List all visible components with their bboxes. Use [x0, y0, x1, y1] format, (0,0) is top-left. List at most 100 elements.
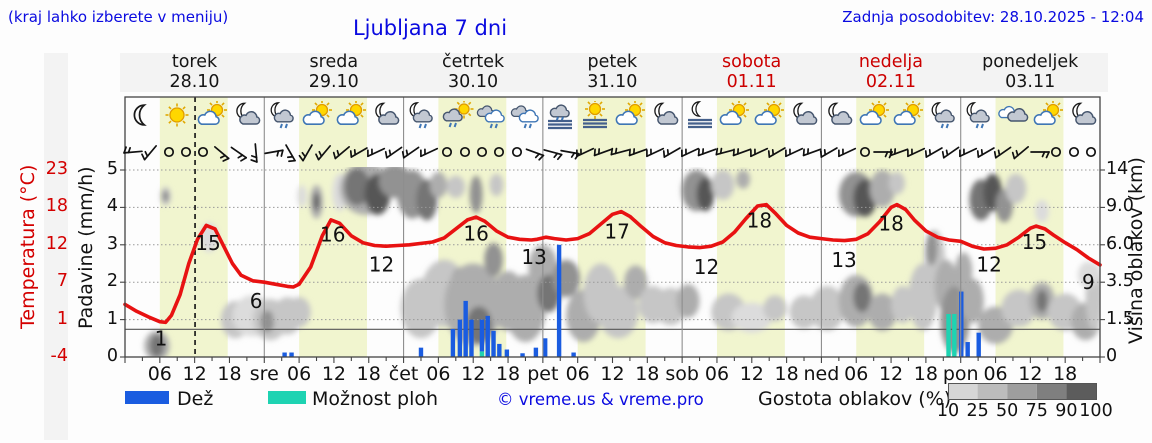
hour-label: 18	[913, 363, 938, 385]
calm-wind-icon	[192, 139, 214, 161]
density-tick-label: 75	[1025, 401, 1048, 421]
wind-barb-icon	[680, 139, 702, 161]
weather-sun-icon	[159, 101, 195, 131]
wind-barb-icon	[541, 139, 563, 161]
day-name: četrtek	[441, 52, 505, 72]
location-menu-hint: (kraj lahko izberete v meniju)	[8, 8, 229, 26]
showers-legend-label: Možnost ploh	[312, 388, 439, 410]
hour-label: 06	[147, 363, 172, 385]
hour-label: 06	[844, 363, 869, 385]
rain-bar	[520, 353, 525, 357]
temperature-value-label: 16	[463, 222, 488, 246]
rain-bar	[418, 347, 424, 357]
weather-cloud-rain-icon	[473, 101, 509, 131]
calm-wind-icon	[488, 139, 510, 161]
cloud-height-tick-label: 0	[1106, 346, 1118, 366]
copyright-link[interactable]: © vreme.us & vreme.pro	[497, 390, 704, 409]
day-name: sobota	[722, 52, 782, 72]
cloud-height-tick-label: 14	[1106, 159, 1129, 179]
day-header-strip	[120, 53, 1108, 92]
cloud-height-tick-label: 3.5	[1106, 271, 1134, 292]
precip-tick-label: 3	[106, 233, 118, 254]
weather-moon-rain-icon	[960, 101, 996, 131]
weather-sun-fog-icon	[577, 99, 613, 131]
calm-wind-icon	[454, 139, 476, 161]
day-date: 28.10	[169, 72, 220, 92]
precip-tick-label: 4	[106, 196, 118, 217]
density-tick-label: 100	[1079, 401, 1113, 421]
wind-barb-icon	[819, 139, 841, 161]
rain-bar	[571, 352, 576, 357]
hour-label: 18	[635, 363, 660, 385]
temperature-value-label: 18	[747, 208, 772, 232]
rain-bar	[504, 349, 510, 357]
hour-label: 18	[356, 363, 381, 385]
weather-sun-cloud-icon	[716, 100, 752, 131]
wind-barb-icon	[314, 139, 336, 161]
hour-label: 12	[461, 363, 486, 385]
wind-barb-icon	[366, 139, 388, 161]
weather-sun-cloud-icon	[333, 100, 369, 131]
shower-bar	[952, 313, 957, 357]
wind-barb-icon	[1011, 139, 1033, 161]
hour-label: 06	[426, 363, 451, 385]
wind-barb-icon	[593, 139, 615, 161]
midnight-day-label: pet	[527, 363, 559, 385]
temperature-value-label: 13	[521, 245, 546, 269]
rain-bar	[533, 347, 539, 357]
wind-barb-icon	[993, 139, 1015, 161]
weather-moon-rain-icon	[925, 101, 961, 131]
rain-bar	[457, 319, 463, 357]
wind-barb-icon	[837, 139, 859, 161]
calm-wind-icon	[436, 139, 458, 161]
rain-bar	[491, 330, 496, 357]
rain-bar	[556, 244, 562, 357]
midnight-day-label: ned	[803, 363, 840, 385]
wind-barb-icon	[697, 139, 719, 161]
cloud-height-tick-label: 1.5	[1106, 308, 1134, 329]
left-axis-strip	[44, 53, 68, 440]
day-name: sreda	[309, 52, 359, 72]
wind-barb-icon	[297, 139, 319, 162]
wind-barb-icon	[924, 139, 946, 161]
wind-barb-icon	[610, 139, 632, 161]
rain-bar	[479, 319, 485, 352]
weather-moon-cloud-icon	[1065, 101, 1101, 131]
temperature-value-label: 13	[831, 248, 856, 272]
hour-label: 06	[704, 363, 730, 385]
wind-barb-icon	[140, 139, 162, 161]
temperature-value-label: 9	[1082, 270, 1095, 294]
wind-barb-icon	[575, 139, 597, 161]
temp-tick-label: 1	[56, 308, 68, 329]
page-title: Ljubljana 7 dni	[352, 16, 508, 40]
day-name: torek	[171, 52, 218, 72]
wind-barb-icon	[767, 139, 789, 161]
shower-bar	[479, 351, 485, 357]
weather-sun-cloud-icon	[1030, 100, 1066, 131]
weather-moon-rain-icon	[403, 101, 439, 131]
density-tick-label: 50	[996, 401, 1019, 421]
day-date: 03.11	[1005, 72, 1056, 92]
temperature-value-label: 15	[1022, 230, 1047, 254]
day-date: 02.11	[865, 72, 916, 92]
hour-label: 06	[565, 363, 590, 385]
weather-sun-cloud-icon	[856, 100, 892, 131]
hour-label: 18	[495, 363, 521, 385]
rain-bar	[469, 319, 474, 357]
rain-legend-label: Dež	[177, 388, 214, 410]
calm-wind-icon	[506, 139, 528, 161]
wind-barb-icon	[732, 139, 754, 161]
wind-barb-icon	[122, 139, 145, 161]
wind-barb-icon	[1028, 139, 1050, 161]
density-tick-label: 25	[966, 401, 989, 421]
wind-barb-icon	[976, 139, 998, 161]
rain-swatch	[125, 391, 169, 404]
temperature-value-label: 12	[976, 253, 1001, 277]
wind-barb-icon	[645, 139, 667, 161]
day-name: nedelja	[858, 52, 924, 72]
weather-cloud-icon	[995, 101, 1031, 131]
weather-moon-cloud-icon	[821, 101, 857, 131]
wind-barb-icon	[749, 139, 771, 161]
weather-sun-cloud-icon	[890, 100, 926, 131]
